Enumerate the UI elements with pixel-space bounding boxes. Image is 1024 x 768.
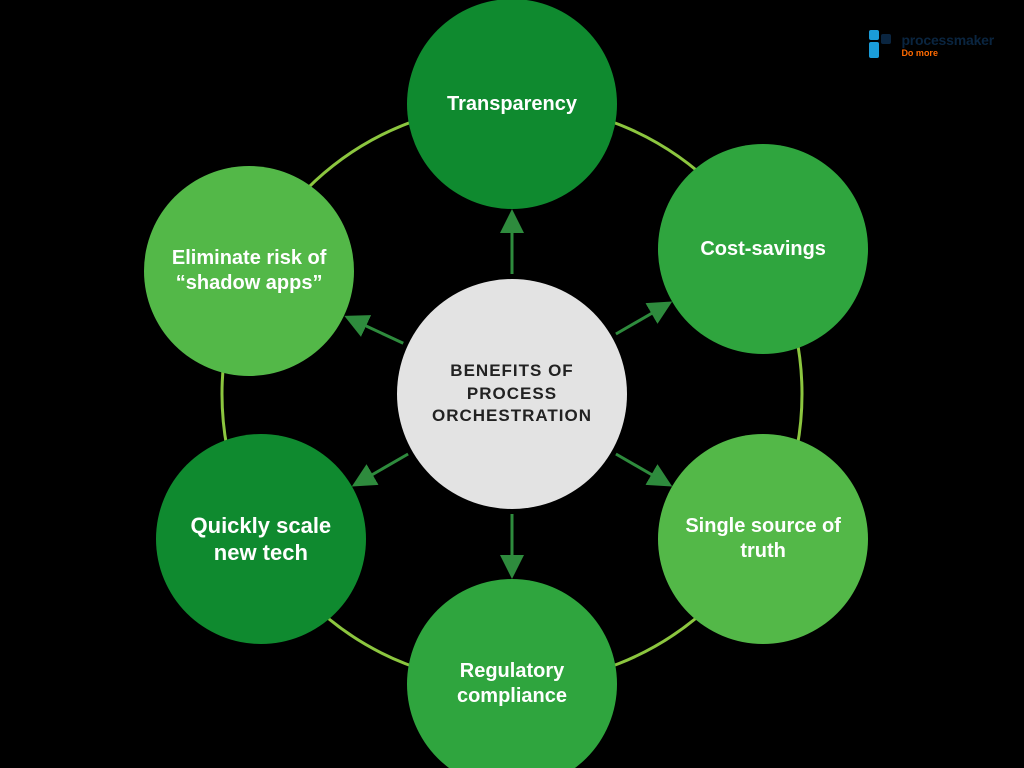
diagram-stage: { "canvas": { "width": 1024, "height": 7…: [0, 0, 1024, 768]
benefit-node-label: Single source of truth: [670, 514, 856, 564]
center-hub-label: BENEFITS OF PROCESS ORCHESTRATION: [415, 360, 609, 429]
benefit-node-shadow-apps: Eliminate risk of “shadow apps”: [144, 166, 354, 376]
spoke-arrow-cost-savings: [616, 305, 667, 335]
benefit-node-label: Transparency: [447, 92, 577, 117]
benefit-node-label: Quickly scale new tech: [168, 512, 354, 567]
spoke-arrow-single-source: [616, 454, 667, 484]
benefit-node-scale-tech: Quickly scale new tech: [156, 434, 366, 644]
benefit-node-single-source: Single source of truth: [658, 434, 868, 644]
spoke-arrow-shadow-apps: [350, 318, 403, 343]
benefit-node-transparency: Transparency: [407, 0, 617, 209]
benefit-node-label: Cost-savings: [700, 237, 826, 262]
benefit-node-label: Regulatory compliance: [419, 659, 605, 709]
center-hub: BENEFITS OF PROCESS ORCHESTRATION: [397, 279, 627, 509]
benefit-node-cost-savings: Cost-savings: [658, 144, 868, 354]
benefit-node-label: Eliminate risk of “shadow apps”: [156, 246, 342, 296]
spoke-arrow-scale-tech: [357, 454, 408, 484]
